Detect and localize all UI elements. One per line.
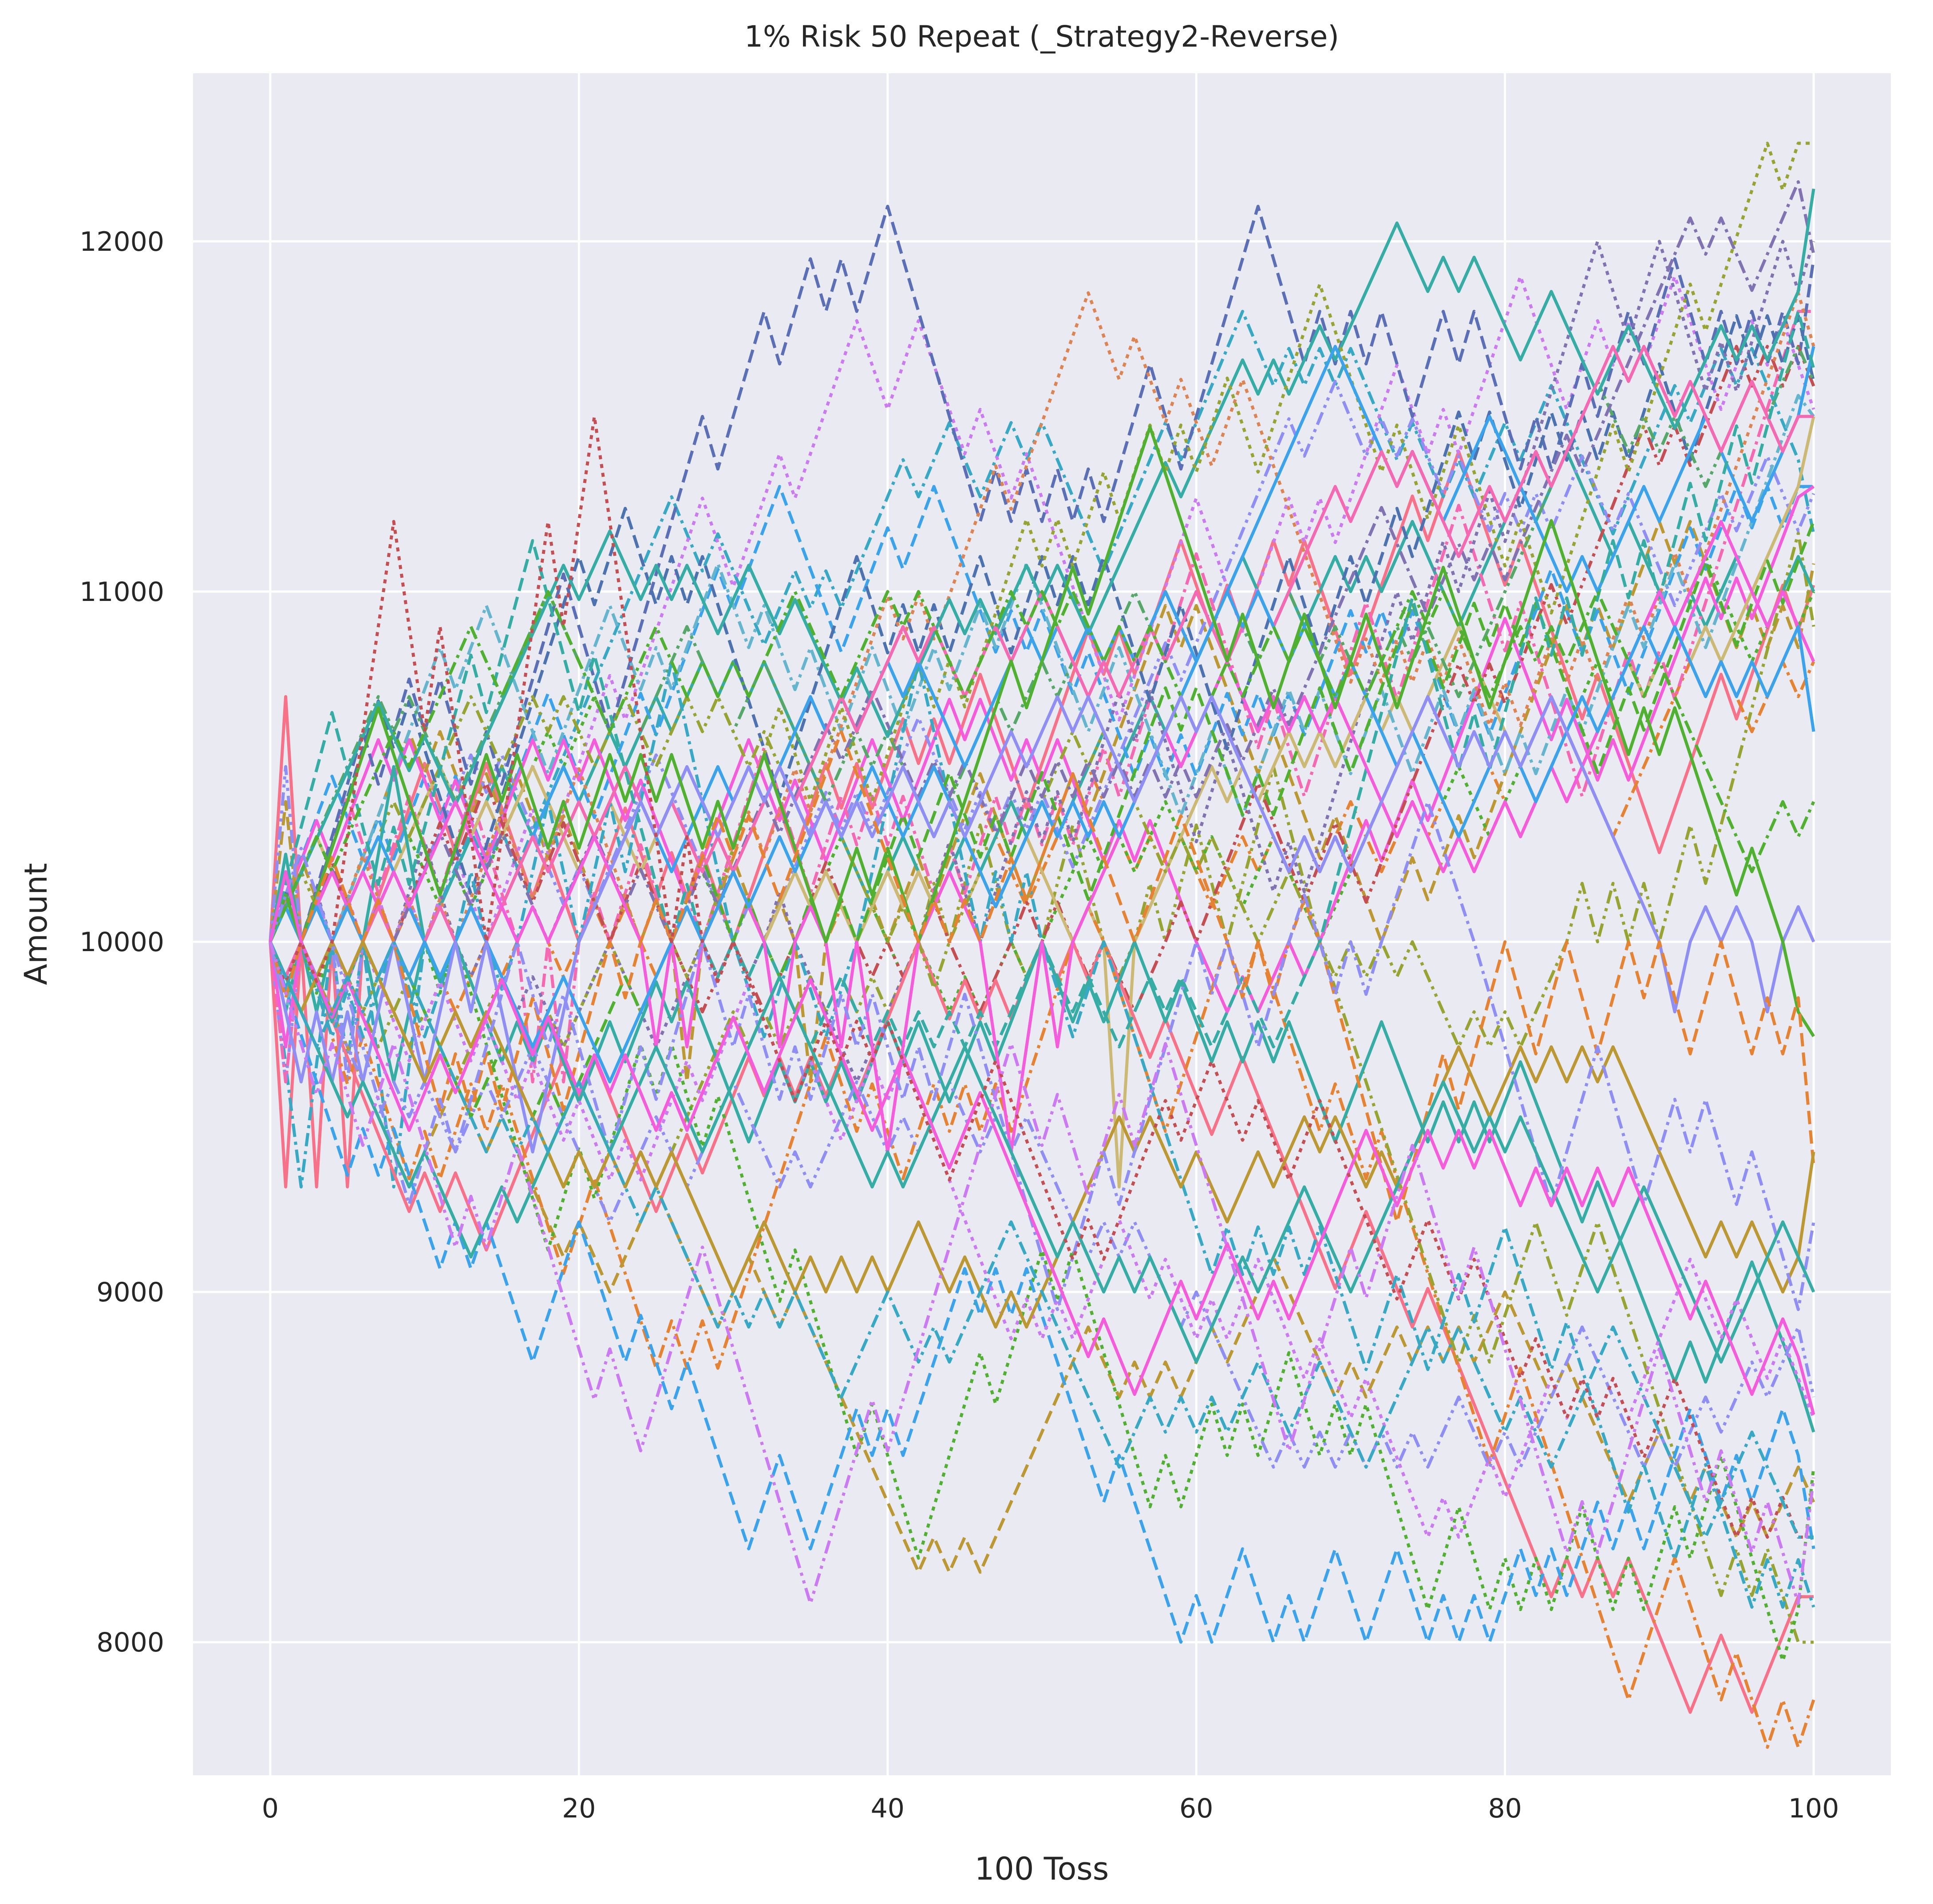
x-tick-label: 60: [1179, 1793, 1213, 1824]
series-line: [269, 590, 1815, 943]
y-tick-label: 8000: [96, 1627, 164, 1658]
series-line: [269, 765, 1815, 1469]
series-line: [269, 310, 1814, 1084]
series-line: [269, 730, 1815, 1224]
series-line: [269, 314, 1815, 944]
series-line: [269, 485, 1815, 1014]
y-tick-label: 10000: [79, 927, 164, 958]
x-axis-ticks: 0 20 40 60 80 100: [262, 1793, 1839, 1824]
x-axis-label: 100 Toss: [975, 1851, 1109, 1887]
series-line: [269, 531, 1815, 1189]
series-line: [269, 180, 1815, 944]
y-axis-label: Amount: [18, 863, 54, 985]
series-line: [269, 520, 1815, 1153]
series-line: [269, 379, 1815, 1084]
series-line: [269, 590, 1815, 1084]
series-line: [269, 450, 1815, 1189]
y-tick-label: 12000: [79, 226, 164, 257]
x-tick-label: 20: [562, 1793, 596, 1824]
series-line: [269, 205, 1815, 944]
series-line: [269, 941, 1815, 1605]
x-tick-label: 40: [871, 1793, 905, 1824]
series-line: [269, 905, 1815, 1749]
series-line: [269, 291, 1815, 1014]
y-tick-label: 9000: [96, 1277, 164, 1308]
y-axis-ticks: 8000 9000 10000 11000 12000: [79, 226, 164, 1658]
series-line: [269, 485, 1814, 943]
series-line: [269, 940, 1814, 1539]
series-line: [269, 240, 1815, 1084]
x-tick-label: 100: [1788, 1793, 1839, 1824]
series-line: [269, 188, 1815, 943]
series-line: [269, 870, 1815, 1415]
chart-title: 1% Risk 50 Repeat (_Strategy2-Reverse): [744, 20, 1339, 54]
series-line: [269, 310, 1815, 1189]
series-layer: [269, 142, 1815, 1749]
series-line: [269, 275, 1815, 944]
x-tick-label: 0: [262, 1793, 279, 1824]
series-line: [269, 941, 1815, 1364]
series-line: [269, 425, 1815, 1037]
series-line: [269, 142, 1814, 1084]
y-tick-label: 11000: [79, 577, 164, 608]
x-tick-label: 80: [1488, 1793, 1522, 1824]
series-line: [269, 520, 1815, 1084]
series-line: [269, 870, 1815, 1663]
